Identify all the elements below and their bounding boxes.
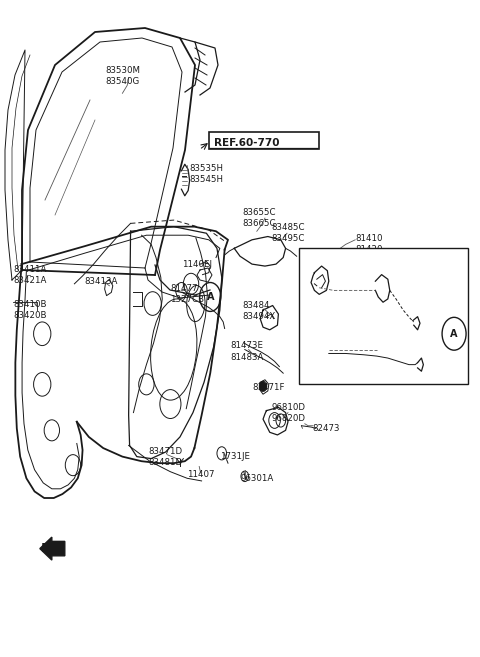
Text: REF.60-770: REF.60-770: [214, 138, 279, 148]
Text: 83471D
83481D: 83471D 83481D: [149, 447, 183, 466]
Text: 11407: 11407: [187, 470, 215, 479]
Text: 83485C
83495C: 83485C 83495C: [271, 223, 305, 243]
Text: 81471F: 81471F: [252, 383, 285, 392]
Text: 83410B
83420B: 83410B 83420B: [13, 300, 47, 320]
Text: FR.: FR.: [41, 542, 66, 555]
Text: 81446: 81446: [365, 275, 392, 284]
Text: 83655C
83665C: 83655C 83665C: [242, 208, 276, 228]
Text: A: A: [450, 328, 458, 339]
Text: 1731JE: 1731JE: [220, 452, 250, 461]
Text: 83411A
83421A: 83411A 83421A: [13, 265, 47, 284]
Text: 83486A
83496C: 83486A 83496C: [305, 265, 338, 284]
Text: 81491F: 81491F: [326, 355, 359, 365]
Bar: [299, 248, 468, 384]
Text: 83484
83494X: 83484 83494X: [242, 301, 276, 321]
Text: 82473: 82473: [312, 424, 339, 433]
Text: 81410
81420: 81410 81420: [355, 235, 383, 254]
Text: 96810D
96820D: 96810D 96820D: [271, 403, 305, 422]
Text: 81477
1327CB: 81477 1327CB: [170, 284, 204, 304]
Text: A: A: [206, 292, 214, 302]
Text: 83535H
83545H: 83535H 83545H: [190, 164, 224, 184]
Text: 96301A: 96301A: [241, 474, 274, 483]
Circle shape: [259, 381, 267, 392]
Text: 1140EJ: 1140EJ: [182, 260, 212, 269]
Text: 81473E
81483A: 81473E 81483A: [230, 342, 264, 361]
FancyBboxPatch shape: [209, 132, 319, 149]
Text: 83530M
83540G: 83530M 83540G: [105, 66, 140, 85]
FancyArrow shape: [40, 537, 65, 560]
Text: 83413A: 83413A: [84, 277, 118, 286]
